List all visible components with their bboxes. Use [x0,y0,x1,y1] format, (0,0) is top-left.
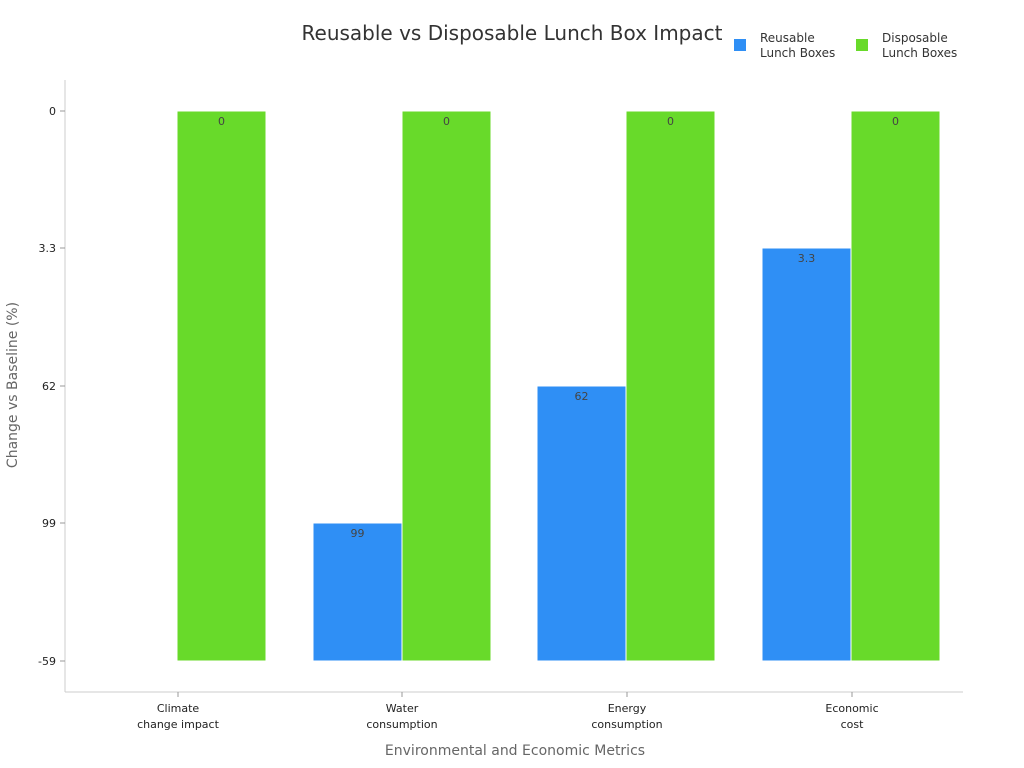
x-tick-label: Economic [825,702,878,715]
legend-label-disposable: Lunch Boxes [882,46,957,60]
bar-disposable-1 [401,110,492,662]
y-axis-title: Change vs Baseline (%) [5,302,21,468]
x-tick-label: change impact [137,718,220,731]
bar-reusable-2 [536,385,627,662]
bar-label-disposable-3: 0 [892,115,899,128]
x-tick-label: consumption [366,718,437,731]
bar-disposable-2 [625,110,716,662]
x-axis-ticks: Climate change impact Water consumption Ener… [137,692,879,731]
y-tick-label: -59 [38,655,56,668]
x-tick-label: cost [841,718,865,731]
bar-label-reusable-2: 62 [575,390,589,403]
bar-reusable-3 [761,247,852,662]
bar-disposable-3 [850,110,941,662]
bar-reusable-1 [312,522,403,662]
legend-swatch-reusable [734,39,746,51]
bar-disposable-0 [176,110,267,662]
legend-label-reusable: Reusable [760,31,815,45]
x-tick-label: Water [386,702,419,715]
chart-title: Reusable vs Disposable Lunch Box Impact [302,21,723,45]
x-axis-title: Environmental and Economic Metrics [385,743,645,759]
bars [176,110,941,662]
bar-label-disposable-0: 0 [218,115,225,128]
y-tick-label: 3.3 [39,242,57,255]
bar-label-reusable-3: 3.3 [798,252,816,265]
legend-label-reusable: Lunch Boxes [760,46,835,60]
x-tick-label: Climate [157,702,200,715]
bar-label-disposable-2: 0 [667,115,674,128]
bar-label-disposable-1: 0 [443,115,450,128]
legend-swatch-disposable [856,39,868,51]
y-tick-label: 62 [42,380,56,393]
legend-label-disposable: Disposable [882,31,948,45]
bar-labels: 99 62 3.3 0 0 0 0 [218,115,899,540]
y-tick-label: 0 [49,105,56,118]
x-tick-label: Energy [608,702,647,715]
x-tick-label: consumption [591,718,662,731]
y-axis-ticks: 0 3.3 62 99 -59 [38,105,65,668]
y-tick-label: 99 [42,517,56,530]
bar-label-reusable-1: 99 [351,527,365,540]
